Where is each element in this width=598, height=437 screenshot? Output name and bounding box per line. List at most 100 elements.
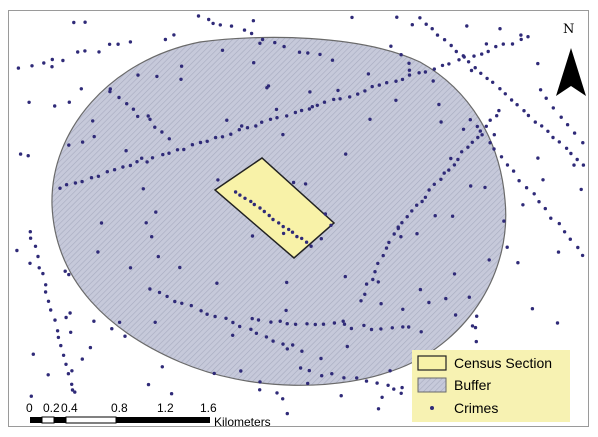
- crime-point: [381, 253, 385, 258]
- crime-point: [575, 157, 579, 162]
- crime-point: [564, 146, 569, 150]
- crime-point: [400, 385, 404, 390]
- crime-point: [240, 124, 244, 128]
- crime-point: [530, 307, 535, 311]
- crime-point: [260, 37, 265, 42]
- crime-point: [442, 171, 446, 175]
- crime-point: [572, 163, 576, 167]
- crime-point: [252, 61, 256, 65]
- crime-point: [108, 89, 112, 94]
- crime-point: [430, 27, 434, 31]
- crime-point: [400, 221, 404, 225]
- crime-point: [470, 140, 474, 144]
- crime-point: [290, 230, 295, 234]
- crime-point: [475, 314, 479, 318]
- crime-point: [491, 80, 495, 85]
- crime-point: [399, 235, 403, 239]
- crime-point: [401, 325, 405, 329]
- crime-point: [377, 83, 381, 87]
- crime-point: [131, 107, 136, 111]
- crime-point: [484, 124, 488, 128]
- crime-point: [229, 24, 234, 28]
- crime-point: [304, 240, 309, 244]
- crime-point: [105, 170, 110, 174]
- crime-point: [173, 299, 177, 304]
- crime-point: [213, 314, 217, 319]
- crime-point: [376, 280, 380, 284]
- crime-point: [224, 316, 228, 320]
- crime-point: [466, 145, 470, 149]
- crime-point: [454, 49, 458, 54]
- crime-point: [376, 261, 380, 266]
- crime-point: [418, 287, 423, 292]
- crime-point: [423, 195, 428, 199]
- crime-point: [231, 320, 235, 325]
- crime-point: [332, 321, 337, 325]
- crime-point: [265, 86, 269, 90]
- crime-point: [401, 307, 405, 311]
- crime-point: [516, 261, 520, 265]
- crime-point: [543, 206, 547, 211]
- north-label: N: [563, 22, 574, 37]
- crime-point: [46, 373, 50, 377]
- scale-tick-1.2: 1.2: [157, 401, 174, 415]
- crime-point: [433, 214, 437, 218]
- crime-point: [271, 339, 275, 343]
- north-arrow-icon: [556, 48, 586, 96]
- crime-point: [167, 151, 171, 155]
- crime-point: [319, 237, 323, 241]
- crime-point: [435, 33, 440, 37]
- crime-point: [49, 308, 53, 312]
- crime-point: [322, 100, 327, 104]
- crime-point: [73, 390, 77, 394]
- crime-point: [396, 226, 400, 231]
- crime-point: [281, 342, 285, 346]
- crime-point: [216, 178, 220, 182]
- scale-tick-0.2: 0.2: [43, 401, 60, 415]
- crime-point: [96, 250, 100, 254]
- crime-point: [580, 253, 585, 258]
- crime-point: [363, 89, 367, 93]
- crime-point: [148, 287, 152, 291]
- crime-point: [350, 15, 354, 20]
- scale-tick-0: 0: [26, 401, 33, 415]
- crime-point: [260, 120, 264, 124]
- crime-point: [285, 347, 289, 351]
- crime-point: [135, 160, 139, 164]
- crime-point: [274, 107, 279, 112]
- crime-point: [73, 181, 78, 185]
- crime-point: [371, 277, 375, 282]
- crime-point: [399, 53, 403, 57]
- crime-point: [544, 96, 548, 100]
- crime-point: [343, 274, 347, 279]
- crime-point: [392, 387, 396, 391]
- crime-point: [557, 221, 561, 226]
- crime-point: [320, 374, 324, 378]
- crime-point: [124, 149, 128, 153]
- crime-point: [444, 296, 448, 301]
- crime-point: [384, 246, 389, 250]
- crime-point: [336, 88, 340, 93]
- crime-point: [220, 135, 225, 139]
- crime-point: [299, 108, 304, 113]
- crime-point: [33, 244, 38, 248]
- crime-point: [163, 37, 168, 42]
- crime-point: [156, 254, 160, 259]
- crime-point: [245, 126, 250, 130]
- crime-point: [386, 383, 390, 387]
- crime-point: [91, 119, 95, 123]
- crime-point: [447, 62, 451, 66]
- scale-segment: [30, 417, 42, 423]
- crime-point: [369, 327, 374, 332]
- scale-segment: [116, 417, 164, 423]
- legend: Census Section Buffer Crimes: [412, 350, 570, 422]
- crime-point: [473, 325, 478, 330]
- crime-point: [67, 272, 71, 277]
- crime-point: [80, 179, 84, 184]
- crime-point: [359, 299, 363, 303]
- crime-point: [576, 245, 580, 250]
- crime-point: [41, 271, 45, 276]
- crime-point: [532, 192, 536, 196]
- crime-point: [31, 352, 35, 356]
